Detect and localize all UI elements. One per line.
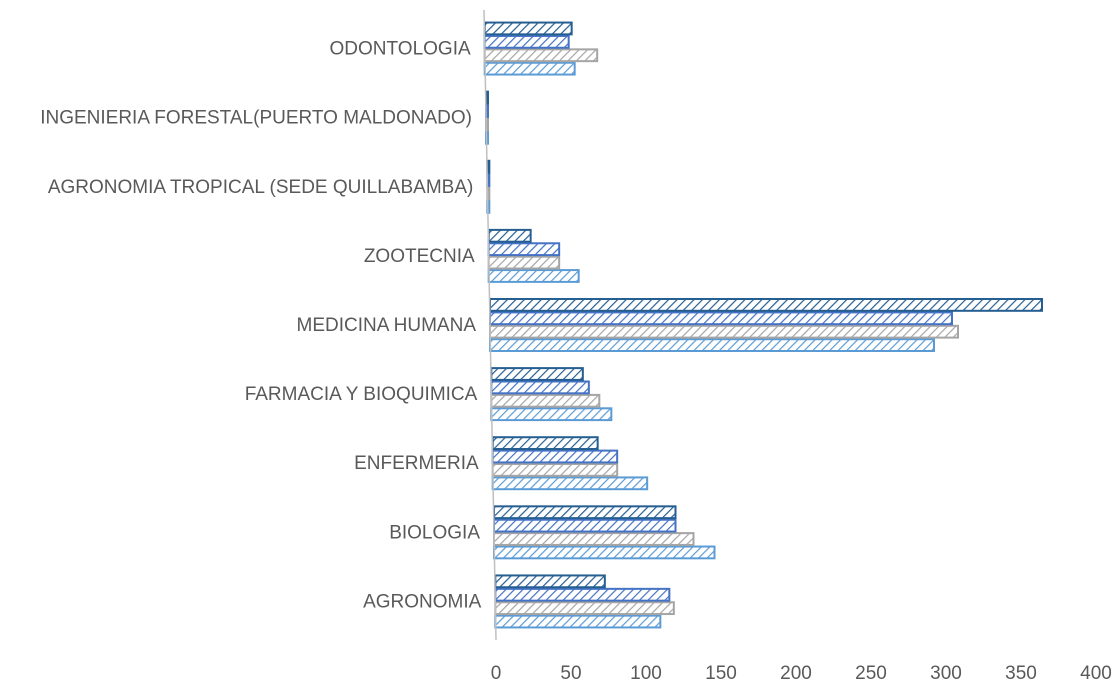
bar-5-0: [487, 269, 580, 283]
bar-3-3: [490, 367, 584, 381]
category-label-2: ENFERMERIA: [354, 453, 479, 474]
bar-2-1: [491, 463, 619, 477]
bar-1-3: [493, 505, 677, 520]
bar-4-0: [489, 338, 935, 353]
bar-8-2: [483, 34, 570, 49]
category-axis-line: [483, 9, 497, 641]
bar-1-2: [493, 518, 677, 533]
bar-3-1: [490, 393, 601, 408]
x-tick-label-4: 200: [780, 663, 812, 684]
bar-4-1: [489, 324, 959, 339]
bar-5-3: [487, 228, 532, 243]
bar-5-2: [487, 242, 561, 257]
bar-0-2: [494, 587, 671, 602]
bar-4-2: [489, 311, 953, 326]
bar-4-3: [489, 298, 1043, 312]
bar-0-0: [494, 614, 662, 629]
bar-3-2: [490, 380, 590, 395]
category-label-0: AGRONOMIA: [363, 591, 482, 612]
bar-5-1: [487, 255, 561, 270]
bar-0-1: [494, 601, 675, 616]
bar-3-0: [490, 407, 613, 422]
x-tick-label-5: 250: [855, 663, 887, 684]
x-tick-label-7: 350: [1005, 663, 1037, 684]
x-tick-label-0: 0: [491, 663, 502, 684]
bars-layer: [483, 21, 1043, 629]
x-tick-label-3: 150: [705, 663, 737, 684]
bar-1-1: [493, 532, 695, 546]
bar-1-0: [493, 545, 716, 560]
bar-8-0: [483, 61, 576, 76]
bar-2-2: [491, 449, 619, 464]
bar-2-0: [491, 476, 649, 491]
bar-8-3: [483, 21, 573, 36]
category-label-1: BIOLOGIA: [389, 522, 480, 543]
labels-layer: AGRONOMIA BIOLOGIA ENFERMERIA FARMACIA Y BI…: [40, 39, 1112, 684]
x-tick-label-6: 300: [930, 663, 962, 684]
category-label-7: INGENIERIA FORESTAL(PUERTO MALDONADO): [40, 108, 472, 129]
category-label-4: MEDICINA HUMANA: [297, 315, 477, 336]
category-label-8: ODONTOLOGIA: [330, 39, 471, 60]
category-label-3: FARMACIA Y BIOQUIMICA: [245, 384, 478, 405]
bar-8-1: [483, 48, 599, 63]
x-tick-label-2: 100: [630, 663, 662, 684]
x-tick-label-1: 50: [560, 663, 581, 684]
bar-0-3: [494, 574, 606, 589]
category-label-5: ZOOTECNIA: [364, 246, 475, 267]
category-label-6: AGRONOMIA TROPICAL (SEDE QUILLABAMBA): [48, 177, 474, 198]
bar-2-3: [491, 436, 599, 451]
x-tick-label-8: 400: [1080, 663, 1112, 684]
axis-layer: [483, 9, 497, 641]
